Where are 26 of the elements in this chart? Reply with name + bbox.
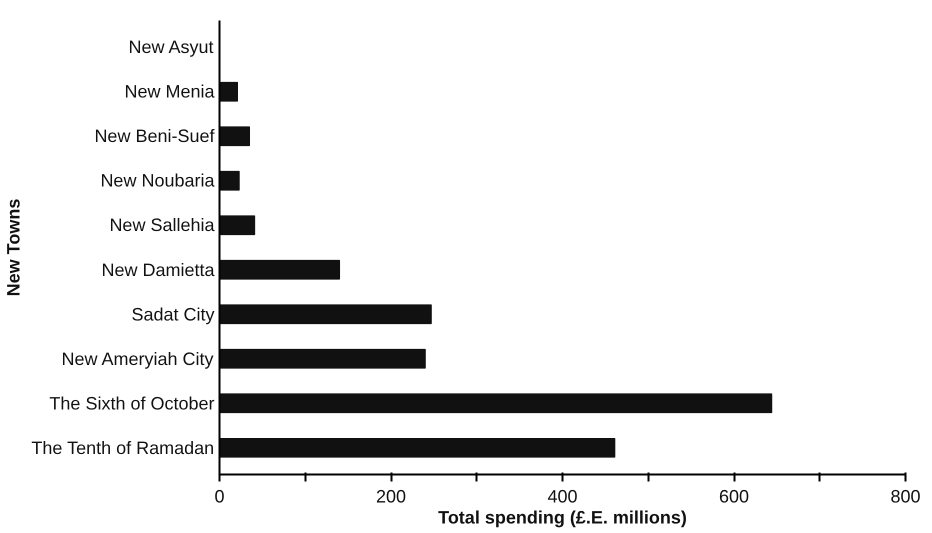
y-tick-label: New Noubaria [100,170,216,191]
y-tick-label: New Beni-Suef [94,126,216,146]
y-tick-label: New Menia [124,82,216,102]
x-tick-label: 400 [547,486,578,506]
bar [220,260,340,280]
y-tick-label: Sadat City [131,304,215,324]
x-tick-label: 800 [890,486,921,506]
y-tick-label: New Asyut [128,37,214,58]
x-tick-label: 200 [376,486,406,506]
bar [220,170,240,191]
y-tick-label: New Sallehia [109,215,216,236]
x-axis-title: Total spending (£.E. millions) [438,508,687,528]
bar [220,215,256,236]
bar [220,82,238,102]
y-tick-label: The Sixth of October [49,393,215,414]
y-axis-title: New Towns [3,198,24,296]
x-tick-label: 600 [718,486,750,506]
y-tick-label: New Damietta [101,260,216,280]
y-tick-label: New Ameryiah City [61,348,214,369]
bar [220,126,250,146]
bar [220,438,616,458]
bar [220,393,772,414]
y-tick-label: The Tenth of Ramadan [31,438,214,458]
bar [220,348,426,369]
x-tick-label: 0 [214,486,225,506]
bar [220,304,432,324]
